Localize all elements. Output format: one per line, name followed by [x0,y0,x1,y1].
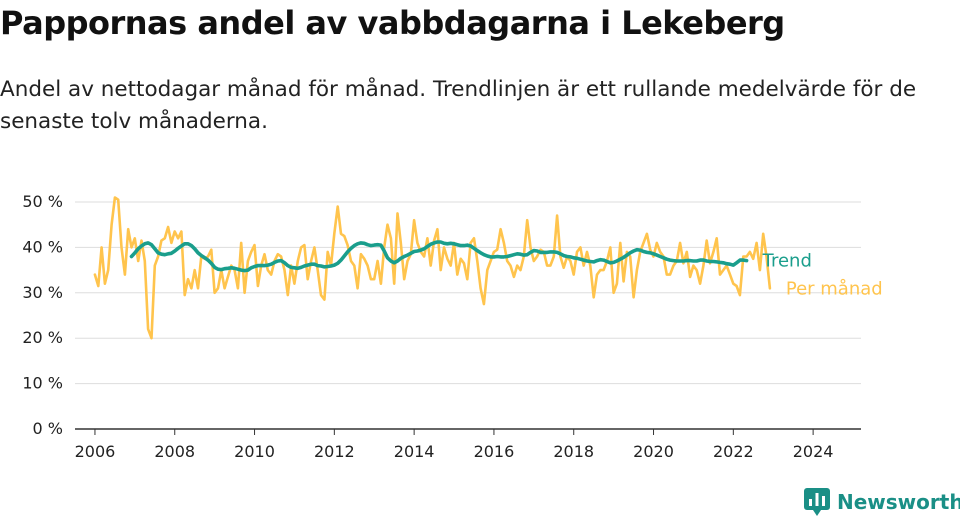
x-tick-label: 2020 [633,442,674,461]
legend-label: Trend [762,251,812,272]
chart-subtitle: Andel av nettodagar månad för månad. Tre… [0,77,917,134]
series-line-per-manad [93,196,772,340]
y-tick-label: 50 % [22,192,63,211]
y-tick-label: 10 % [22,374,63,393]
x-tick-label: 2022 [713,442,754,461]
y-tick-label: 0 % [33,419,63,438]
x-tick-label: 2018 [553,442,594,461]
x-tick-label: 2008 [154,442,195,461]
x-tick-label: 2016 [474,442,515,461]
chart-title: Pappornas andel av vabbdagarna i Lekeber… [0,4,785,42]
x-tick-label: 2010 [234,442,275,461]
series-line-trend [129,240,749,273]
y-tick-label: 20 % [22,328,63,347]
brand: Newsworthy [804,488,960,516]
legend-label: Per månad [786,278,883,299]
x-tick-label: 2006 [75,442,116,461]
y-tick-label: 40 % [22,237,63,256]
x-tick-label: 2024 [793,442,834,461]
x-tick-label: 2014 [394,442,435,461]
brand-name: Newsworthy [837,490,960,514]
newsworthy-logo-icon [804,488,830,516]
x-tick-label: 2012 [314,442,355,461]
y-tick-label: 30 % [22,283,63,302]
